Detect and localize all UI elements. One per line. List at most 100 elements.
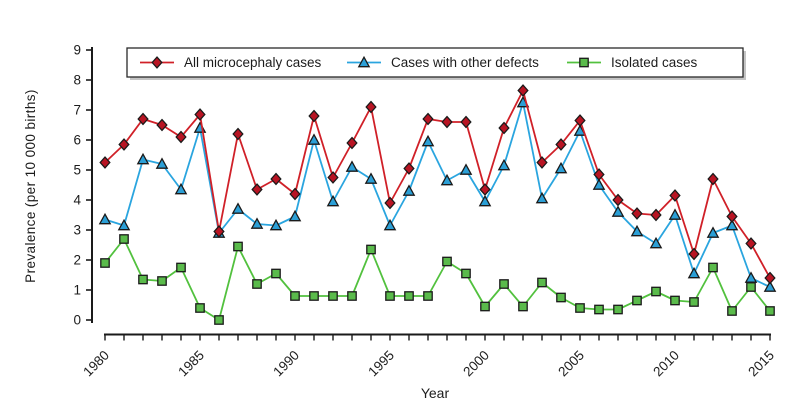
diamond-marker-icon xyxy=(517,84,529,97)
x-axis-title: Year xyxy=(420,385,450,401)
triangle-marker-icon xyxy=(611,205,625,217)
diamond-marker-icon xyxy=(156,118,168,132)
diamond-marker-icon xyxy=(403,162,415,175)
square-marker-icon xyxy=(594,304,604,315)
triangle-marker-icon xyxy=(459,163,473,175)
triangle-marker-icon xyxy=(250,217,264,229)
triangle-marker-icon xyxy=(174,182,188,195)
diamond-marker-icon xyxy=(688,247,700,261)
triangle-marker-icon xyxy=(744,271,758,283)
diamond-marker-icon xyxy=(346,136,358,150)
legend-square-marker-icon xyxy=(579,57,589,68)
square-marker-icon xyxy=(651,286,661,297)
x-tick-label: 1995 xyxy=(365,348,397,380)
triangle-marker-icon xyxy=(535,191,549,204)
triangle-marker-icon xyxy=(98,212,112,225)
triangle-marker-icon xyxy=(478,194,492,207)
square-marker-icon xyxy=(670,295,680,306)
x-tick-label: 1990 xyxy=(270,348,302,380)
diamond-marker-icon xyxy=(460,115,472,129)
legend-box xyxy=(126,47,744,78)
diamond-marker-icon xyxy=(631,207,643,220)
y-tick-label: 4 xyxy=(73,193,81,208)
triangle-marker-icon xyxy=(288,209,302,222)
triangle-marker-icon xyxy=(554,161,568,174)
square-marker-icon xyxy=(708,262,718,273)
diamond-marker-icon xyxy=(175,130,187,144)
triangle-marker-icon xyxy=(440,173,454,186)
triangle-marker-icon xyxy=(497,158,511,171)
diamond-marker-icon xyxy=(308,109,320,123)
diamond-marker-icon xyxy=(270,172,282,186)
y-tick-label: 6 xyxy=(73,133,81,148)
triangle-marker-icon xyxy=(307,133,321,145)
series-line-diamond xyxy=(104,89,771,279)
square-marker-icon xyxy=(537,277,547,288)
legend-label: All microcephaly cases xyxy=(184,55,322,70)
diamond-marker-icon xyxy=(650,208,662,222)
x-tick-label: 1980 xyxy=(80,348,112,380)
diamond-marker-icon xyxy=(669,189,681,202)
x-tick-label: 2000 xyxy=(460,348,492,380)
square-marker-icon xyxy=(138,274,148,285)
square-marker-icon xyxy=(689,297,699,307)
triangle-marker-icon xyxy=(592,178,606,190)
triangle-marker-icon xyxy=(725,218,739,231)
square-marker-icon xyxy=(423,291,433,301)
diamond-marker-icon xyxy=(707,172,719,186)
square-marker-icon xyxy=(195,303,205,313)
triangle-marker-icon xyxy=(193,121,207,133)
diamond-marker-icon xyxy=(213,225,225,238)
square-marker-icon xyxy=(556,292,566,303)
square-marker-icon xyxy=(328,291,338,301)
triangle-marker-icon xyxy=(763,280,777,292)
diamond-marker-icon xyxy=(498,121,510,135)
y-tick-label: 3 xyxy=(73,223,81,238)
diamond-marker-icon xyxy=(764,271,776,285)
square-marker-icon xyxy=(727,306,737,316)
triangle-marker-icon xyxy=(649,236,663,249)
square-marker-icon xyxy=(499,279,509,289)
square-marker-icon xyxy=(157,276,167,286)
square-marker-icon xyxy=(214,315,224,325)
triangle-marker-icon xyxy=(326,194,340,207)
diamond-marker-icon xyxy=(593,168,605,181)
triangle-marker-icon xyxy=(687,266,701,279)
triangle-marker-icon xyxy=(231,202,245,214)
y-axis-title: Prevalence (per 10 000 births) xyxy=(23,89,38,283)
triangle-marker-icon xyxy=(364,172,378,184)
square-marker-icon xyxy=(404,291,414,301)
square-marker-icon xyxy=(442,256,452,267)
square-marker-icon xyxy=(461,268,471,279)
x-tick-label: 2010 xyxy=(650,348,682,380)
triangle-marker-icon xyxy=(345,160,359,172)
square-marker-icon xyxy=(252,279,262,289)
square-marker-icon xyxy=(309,291,319,301)
square-marker-icon xyxy=(575,303,585,313)
square-marker-icon xyxy=(385,291,395,301)
y-tick-label: 1 xyxy=(73,283,81,298)
square-marker-icon xyxy=(100,258,110,268)
diamond-marker-icon xyxy=(251,183,263,196)
diamond-marker-icon xyxy=(726,210,738,223)
y-tick-label: 5 xyxy=(73,163,81,178)
square-marker-icon xyxy=(271,268,281,279)
legend-label: Isolated cases xyxy=(611,55,698,70)
diamond-marker-icon xyxy=(194,108,206,121)
diamond-marker-icon xyxy=(137,112,149,126)
square-marker-icon xyxy=(746,282,756,292)
diamond-marker-icon xyxy=(479,183,491,196)
y-tick-label: 8 xyxy=(73,73,81,88)
diamond-marker-icon xyxy=(536,156,548,169)
x-tick-label: 2005 xyxy=(555,348,587,380)
triangle-marker-icon xyxy=(630,224,644,237)
square-marker-icon xyxy=(176,262,186,273)
diamond-marker-icon xyxy=(99,156,111,169)
diamond-marker-icon xyxy=(289,187,301,201)
diamond-marker-icon xyxy=(574,114,586,127)
square-marker-icon xyxy=(366,244,376,255)
diamond-marker-icon xyxy=(327,171,339,184)
triangle-marker-icon xyxy=(136,152,150,165)
